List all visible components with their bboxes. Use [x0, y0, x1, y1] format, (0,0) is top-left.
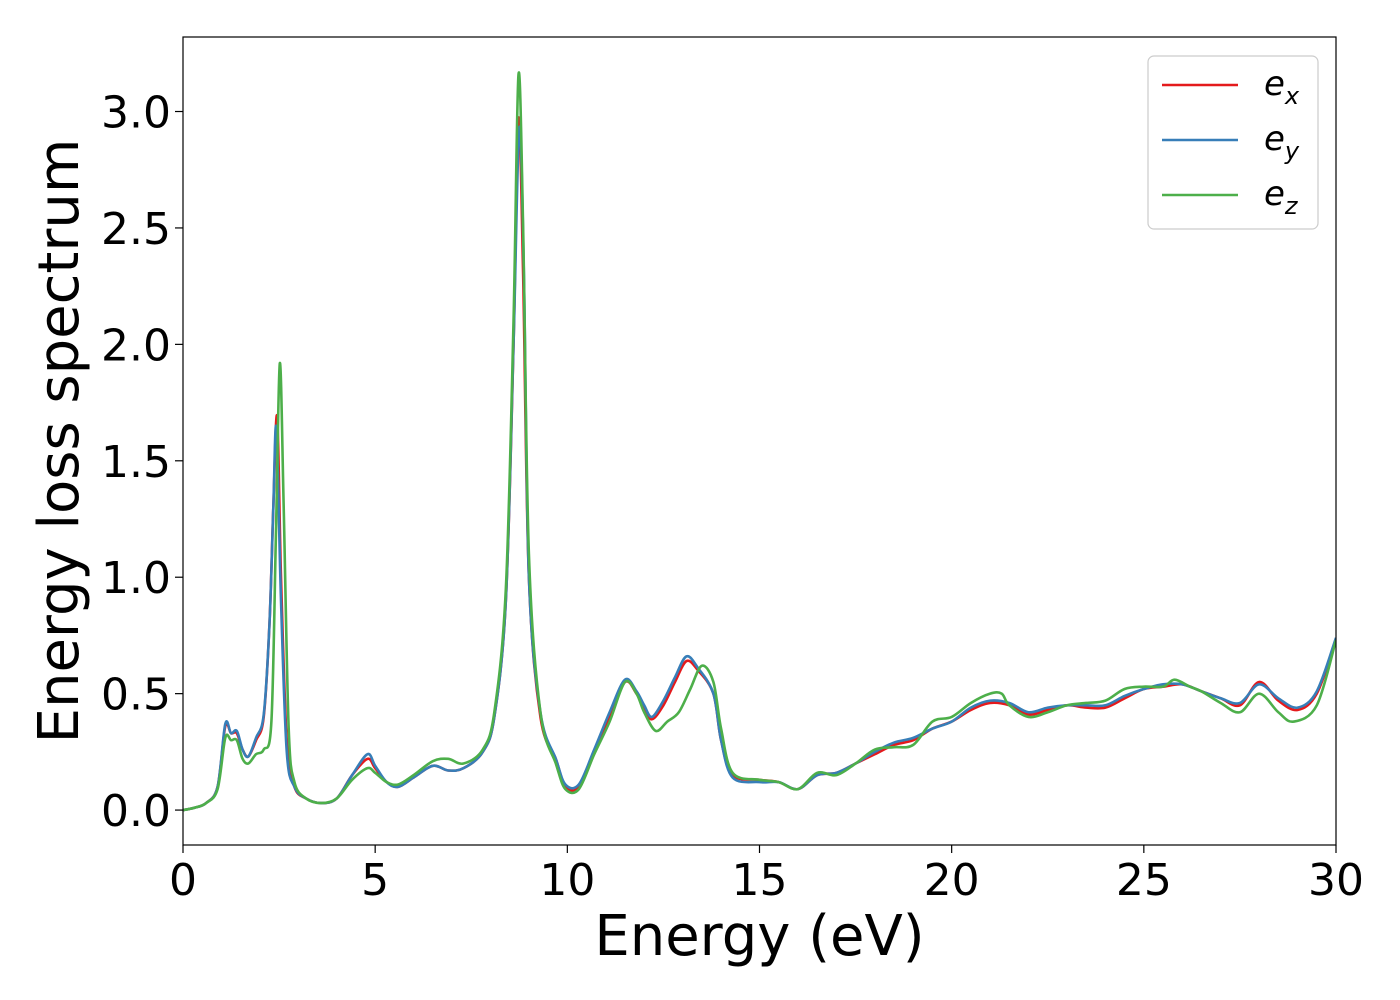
x-tick-label: 0: [169, 855, 197, 906]
y-axis-ticks: 0.0 0.5 1.0 1.5 2.0 2.5 3.0: [101, 88, 183, 837]
series-line-y: [183, 125, 1336, 812]
legend: ex ey ez: [1147, 55, 1319, 230]
x-tick-label: 5: [361, 855, 389, 906]
legend-label-x: ex: [1264, 64, 1300, 110]
y-tick-label: 2.0: [101, 320, 171, 371]
y-tick-label: 1.0: [101, 553, 171, 604]
x-tick-label: 25: [1116, 855, 1172, 906]
x-axis-title: Energy (eV): [594, 904, 924, 969]
x-tick-label: 15: [732, 855, 788, 906]
series-layer: [183, 71, 1336, 812]
x-tick-label: 20: [924, 855, 980, 906]
x-axis-ticks: 0 5 10 15 20 25 30: [169, 845, 1364, 906]
legend-box: [1147, 55, 1319, 230]
y-tick-label: 0.0: [101, 786, 171, 837]
y-tick-label: 2.5: [101, 204, 171, 255]
legend-label-z: ez: [1264, 174, 1299, 220]
y-tick-label: 1.5: [101, 437, 171, 488]
y-tick-label: 3.0: [101, 88, 171, 139]
y-axis-title: Energy loss spectrum: [27, 139, 92, 744]
series-line-z: [183, 71, 1336, 812]
x-tick-label: 30: [1308, 855, 1364, 906]
x-tick-label: 10: [539, 855, 595, 906]
legend-label-y: ey: [1264, 119, 1300, 165]
y-tick-label: 0.5: [101, 670, 171, 721]
